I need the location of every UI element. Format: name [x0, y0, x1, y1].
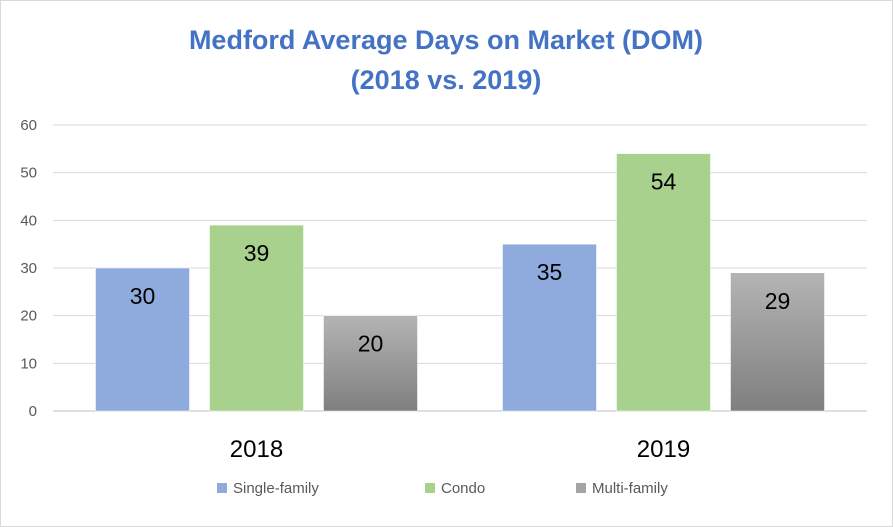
chart-title-line-2: (2018 vs. 2019) [351, 65, 542, 95]
legend: Single-family Condo Multi-family [217, 480, 668, 497]
data-label: 29 [765, 288, 791, 314]
bar-single-family-2018 [95, 267, 190, 412]
legend-swatch [217, 483, 227, 493]
chart-title-line-1: Medford Average Days on Market (DOM) [189, 25, 703, 55]
bar-condo-2018 [209, 224, 304, 412]
y-tick-label: 60 [20, 117, 37, 134]
data-label: 54 [651, 169, 677, 195]
y-tick-label: 20 [20, 308, 37, 325]
y-tick-label: 0 [29, 403, 37, 420]
y-tick-label: 10 [20, 355, 37, 372]
data-label: 35 [537, 259, 563, 285]
y-tick-label: 40 [20, 212, 37, 229]
axis: 0 10 20 30 40 50 60 2018 2019 [20, 117, 690, 463]
data-label: 39 [244, 240, 270, 266]
bar-multi-family-2019 [730, 272, 825, 412]
data-label: 30 [130, 283, 156, 309]
category-label: 2019 [637, 436, 690, 463]
legend-swatch [425, 483, 435, 493]
bar-single-family-2019 [502, 243, 597, 412]
bar-condo-2019 [616, 153, 711, 412]
data-label: 20 [358, 331, 384, 357]
bars: 30 39 20 35 54 29 [95, 153, 825, 412]
category-label: 2018 [230, 436, 283, 463]
legend-label: Condo [441, 480, 485, 497]
y-tick-label: 50 [20, 165, 37, 182]
bar-multi-family-2018 [323, 315, 418, 412]
y-tick-label: 30 [20, 260, 37, 277]
legend-label: Single-family [233, 480, 319, 497]
legend-label: Multi-family [592, 480, 668, 497]
legend-swatch [576, 483, 586, 493]
